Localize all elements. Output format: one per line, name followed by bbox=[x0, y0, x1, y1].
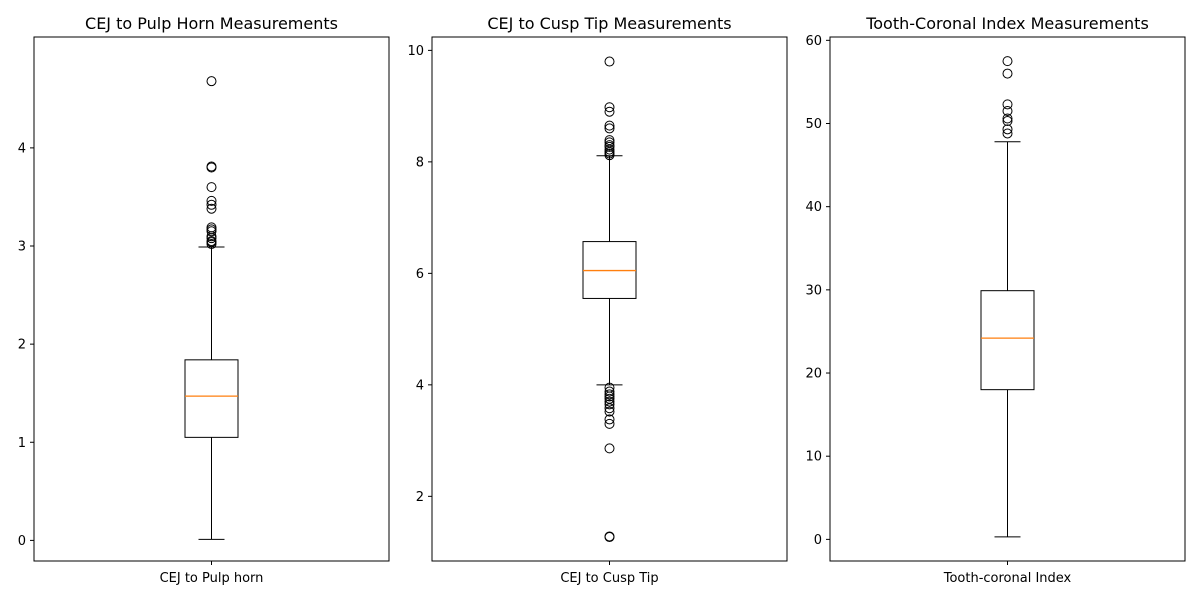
y-tick-label: 2 bbox=[416, 490, 424, 505]
boxplot bbox=[582, 56, 637, 543]
y-tick-label: 40 bbox=[805, 200, 822, 215]
outlier-point bbox=[206, 224, 217, 235]
panel-cej-pulp-horn: CEJ to Pulp Horn Measurements 0 1 2 3 4 CEJ … bbox=[18, 14, 390, 586]
boxplot bbox=[184, 76, 239, 540]
outlier-point bbox=[604, 106, 615, 117]
outlier-point bbox=[1002, 116, 1013, 127]
outlier-point bbox=[604, 135, 615, 146]
outlier-point bbox=[604, 386, 615, 397]
x-category-label: Tooth-coronal Index bbox=[943, 571, 1072, 586]
y-tick-label: 4 bbox=[18, 141, 26, 156]
chart-title: CEJ to Pulp Horn Measurements bbox=[85, 14, 338, 33]
y-tick-label: 60 bbox=[805, 34, 822, 49]
outlier-point bbox=[206, 182, 217, 193]
outlier-point bbox=[604, 120, 615, 131]
outlier-point bbox=[604, 396, 615, 407]
outlier-point bbox=[604, 418, 615, 429]
y-axis: 0 10 20 30 40 50 60 bbox=[805, 34, 1008, 565]
boxplot bbox=[980, 56, 1035, 538]
outlier-point bbox=[206, 161, 217, 172]
outlier-point bbox=[604, 382, 615, 393]
chart-title: CEJ to Cusp Tip Measurements bbox=[487, 14, 731, 33]
outlier-point bbox=[206, 195, 217, 206]
outlier-point bbox=[604, 137, 615, 148]
iqr-box bbox=[184, 359, 239, 438]
outlier-point bbox=[206, 222, 217, 233]
panel-tooth-coronal-index: Tooth-Coronal Index Measurements 0 10 20 30… bbox=[805, 14, 1186, 586]
y-tick-label: 6 bbox=[416, 267, 424, 282]
chart-title: Tooth-Coronal Index Measurements bbox=[865, 14, 1149, 33]
outlier-point bbox=[604, 443, 615, 454]
y-tick-label: 0 bbox=[814, 533, 822, 548]
outlier-point bbox=[604, 406, 615, 417]
outlier-point bbox=[206, 199, 217, 210]
y-tick-label: 2 bbox=[18, 338, 26, 353]
outlier-point bbox=[604, 56, 615, 67]
y-tick-label: 10 bbox=[407, 44, 424, 59]
outlier-point bbox=[604, 399, 615, 410]
outlier-point bbox=[604, 123, 615, 134]
outlier-point bbox=[604, 531, 615, 542]
outlier-point bbox=[604, 102, 615, 113]
x-category-label: CEJ to Pulp horn bbox=[160, 571, 264, 586]
y-tick-label: 0 bbox=[18, 534, 26, 549]
outlier-point bbox=[1002, 113, 1013, 124]
outlier-point bbox=[206, 236, 217, 247]
outlier-point bbox=[604, 389, 615, 400]
y-tick-label: 30 bbox=[805, 283, 822, 298]
y-tick-label: 20 bbox=[805, 367, 822, 382]
outlier-point bbox=[604, 414, 615, 425]
outlier-point bbox=[1002, 106, 1013, 117]
outlier-point bbox=[604, 393, 615, 404]
y-tick-label: 10 bbox=[805, 450, 822, 465]
outlier-point bbox=[1002, 128, 1013, 139]
y-tick-label: 50 bbox=[805, 117, 822, 132]
x-category-label: CEJ to Cusp Tip bbox=[560, 571, 658, 586]
outlier-point bbox=[1002, 99, 1013, 110]
panel-cej-cusp-tip: CEJ to Cusp Tip Measurements 2 4 6 8 10 CEJ … bbox=[407, 14, 788, 586]
outlier-point bbox=[1002, 56, 1013, 67]
y-tick-label: 1 bbox=[18, 436, 26, 451]
y-axis: 2 4 6 8 10 bbox=[407, 44, 610, 565]
y-tick-label: 8 bbox=[416, 155, 424, 170]
y-axis: 0 1 2 3 4 bbox=[18, 141, 212, 565]
outlier-point bbox=[1002, 68, 1013, 79]
y-tick-label: 4 bbox=[416, 378, 424, 393]
outlier-point bbox=[1002, 124, 1013, 135]
iqr-box bbox=[980, 290, 1035, 391]
outlier-point bbox=[206, 203, 217, 214]
y-tick-label: 3 bbox=[18, 240, 26, 255]
outlier-point bbox=[206, 76, 217, 87]
outlier-point bbox=[604, 140, 615, 151]
